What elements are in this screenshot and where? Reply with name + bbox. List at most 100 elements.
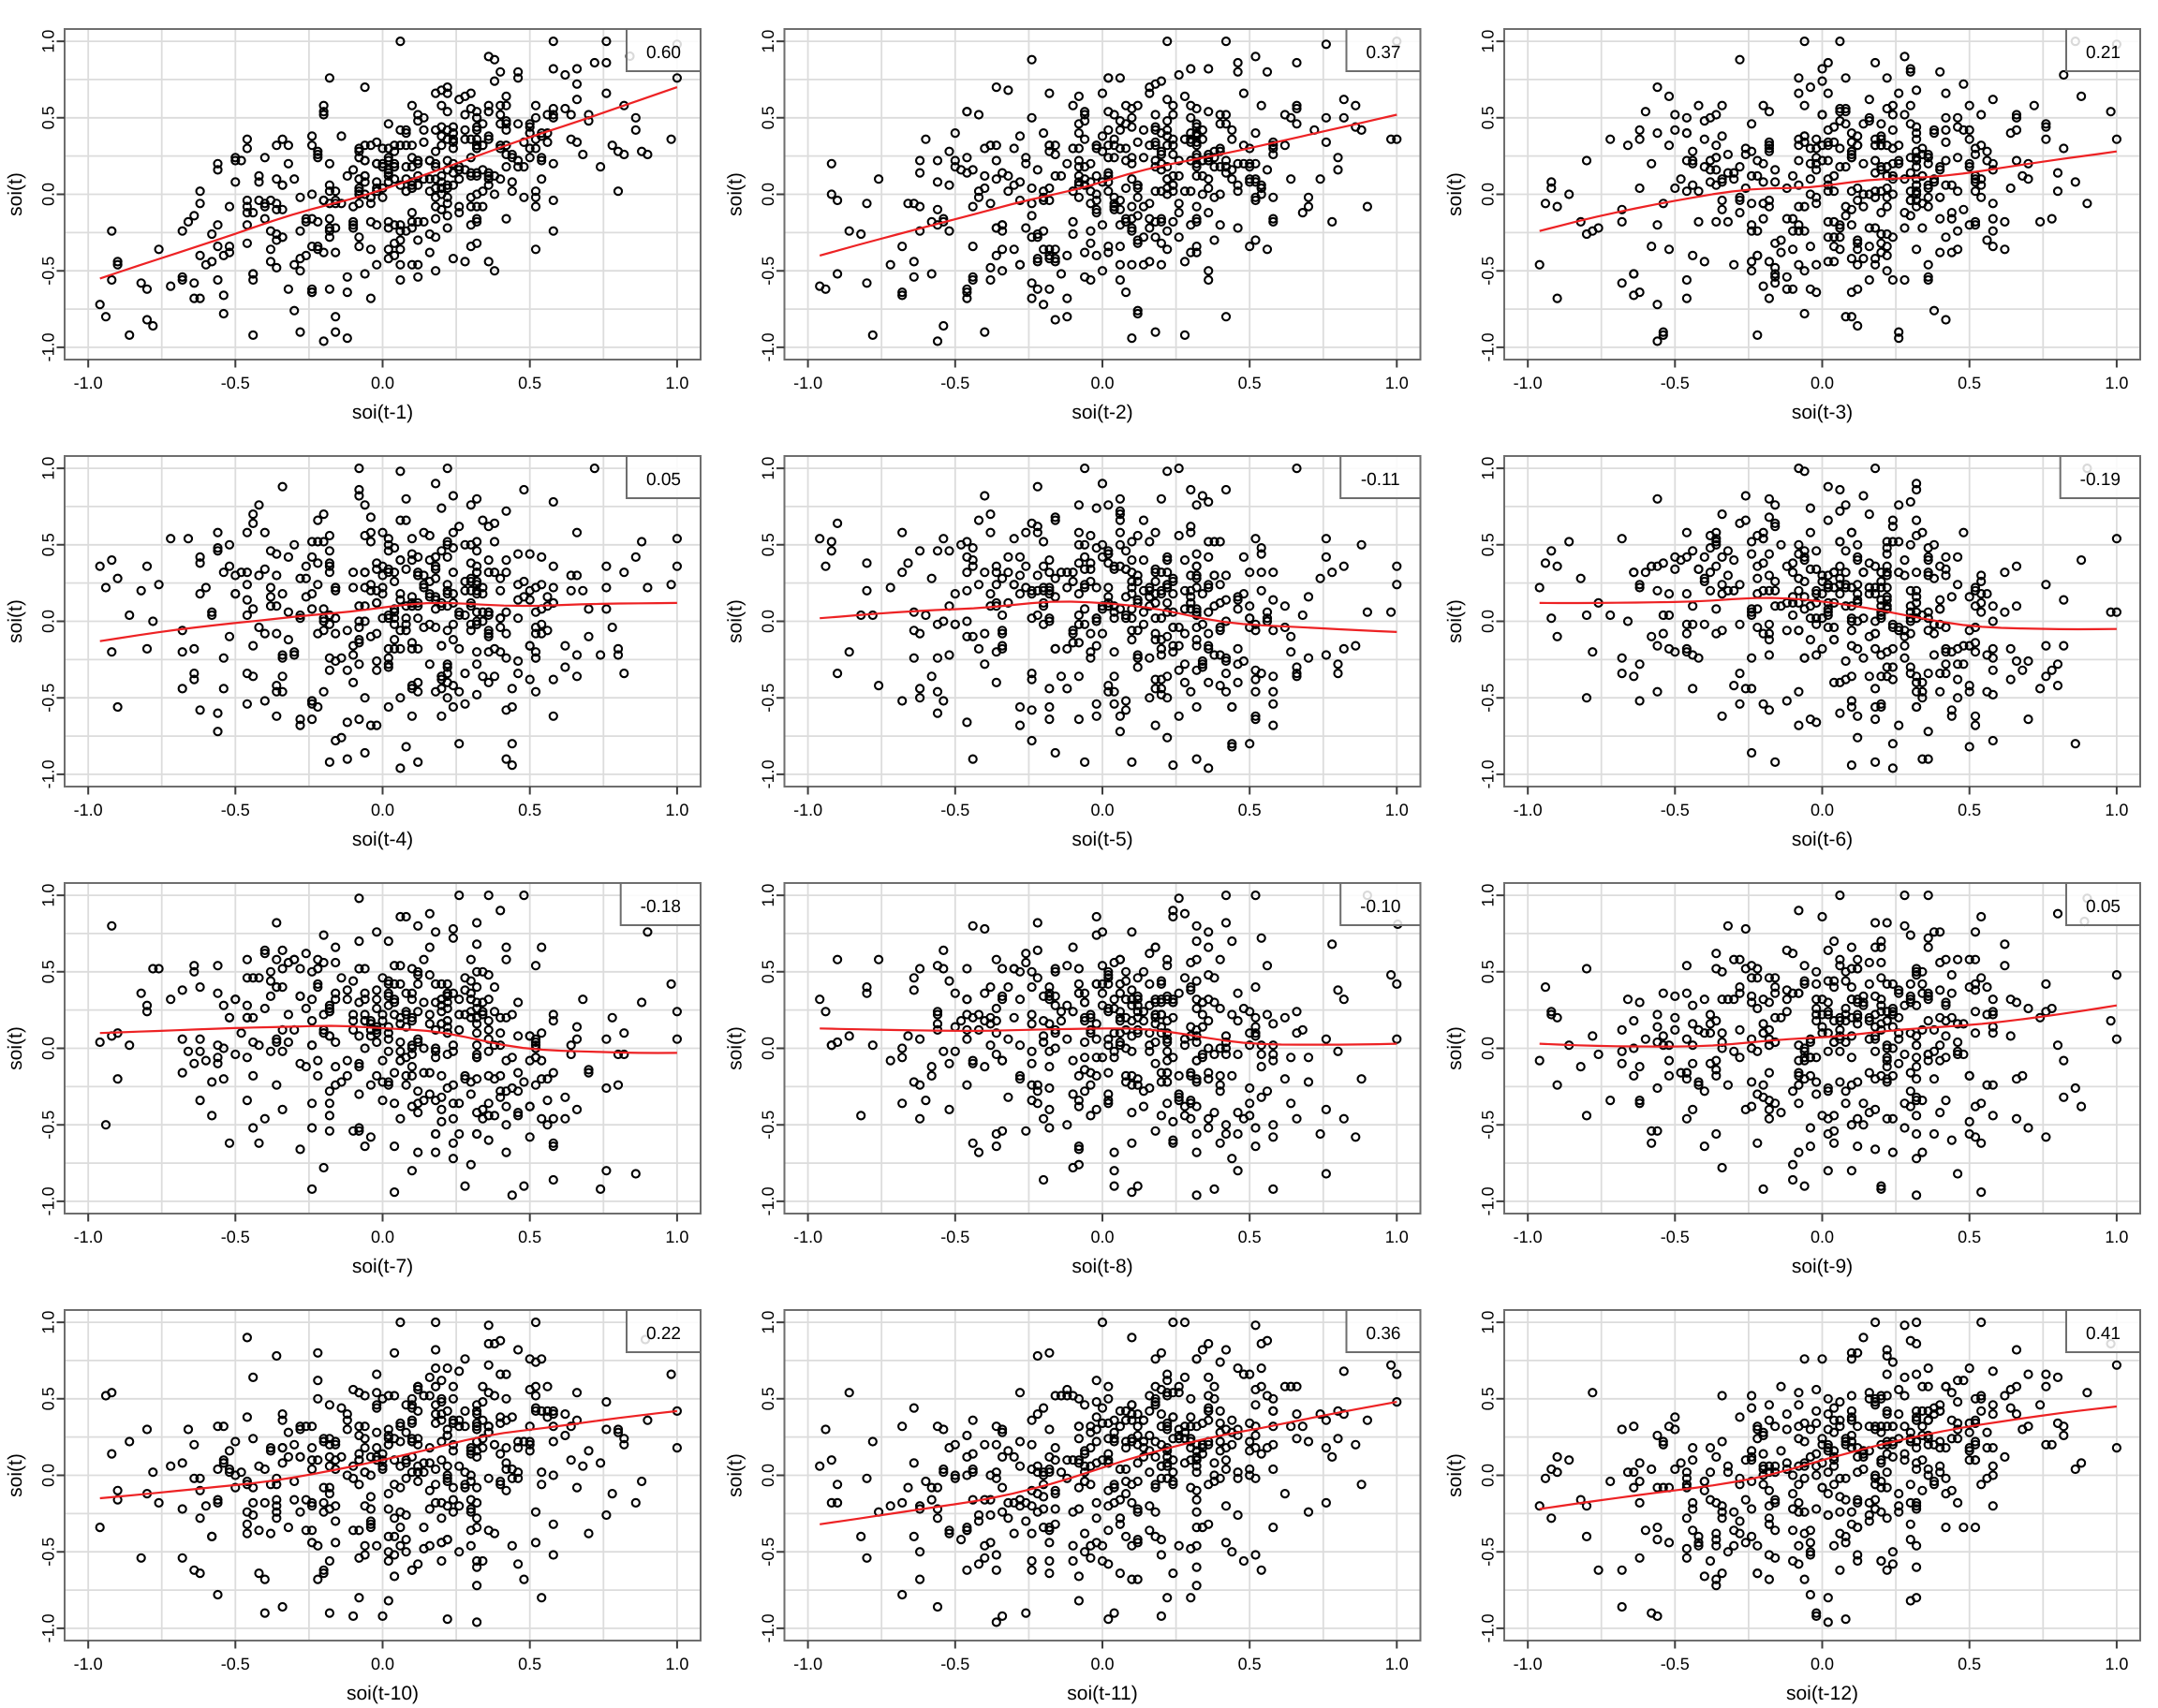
svg-text:soi(t-2): soi(t-2) [1072,402,1132,423]
svg-text:0.0: 0.0 [1811,1228,1834,1246]
svg-text:soi(t): soi(t) [5,1026,26,1070]
svg-text:soi(t): soi(t) [5,1453,26,1497]
svg-text:0.05: 0.05 [646,470,681,490]
svg-text:1.0: 1.0 [1385,801,1409,819]
svg-text:1.0: 1.0 [39,1311,58,1334]
svg-text:-0.5: -0.5 [940,1228,969,1246]
svg-text:0.0: 0.0 [759,183,777,206]
svg-text:1.0: 1.0 [39,884,58,907]
svg-text:-0.5: -0.5 [39,1538,58,1567]
svg-text:-1.0: -1.0 [1514,1655,1543,1673]
svg-text:-1.0: -1.0 [793,801,822,819]
svg-text:1.0: 1.0 [39,457,58,480]
svg-text:0.5: 0.5 [1958,1228,1981,1246]
svg-text:0.0: 0.0 [1811,374,1834,392]
svg-text:-1.0: -1.0 [39,1613,58,1642]
svg-text:0.5: 0.5 [39,1387,58,1410]
svg-text:0.36: 0.36 [1367,1324,1401,1344]
svg-text:soi(t-5): soi(t-5) [1072,829,1132,850]
svg-text:-0.5: -0.5 [1661,801,1690,819]
svg-text:0.5: 0.5 [759,533,777,556]
svg-text:-1.0: -1.0 [74,374,103,392]
svg-text:0.0: 0.0 [371,1228,394,1246]
svg-text:-0.18: -0.18 [641,897,681,917]
svg-text:-0.5: -0.5 [39,1111,58,1140]
svg-text:-0.5: -0.5 [940,374,969,392]
svg-text:-0.5: -0.5 [759,1111,777,1140]
svg-text:-1.0: -1.0 [1514,374,1543,392]
svg-text:-1.0: -1.0 [39,1186,58,1215]
svg-text:0.5: 0.5 [1238,801,1262,819]
svg-text:0.0: 0.0 [371,1655,394,1673]
svg-text:0.0: 0.0 [39,1037,58,1060]
svg-text:-0.5: -0.5 [1661,374,1690,392]
svg-text:0.0: 0.0 [1479,1037,1498,1060]
svg-text:-0.5: -0.5 [759,1538,777,1567]
svg-text:-0.5: -0.5 [1479,1111,1498,1140]
svg-text:0.0: 0.0 [39,1464,58,1487]
svg-text:soi(t-11): soi(t-11) [1067,1683,1137,1704]
svg-text:0.5: 0.5 [1958,801,1981,819]
svg-text:0.0: 0.0 [759,610,777,633]
svg-text:0.0: 0.0 [759,1037,777,1060]
svg-text:0.5: 0.5 [1958,374,1981,392]
svg-text:1.0: 1.0 [2105,1655,2128,1673]
svg-text:-1.0: -1.0 [1514,1228,1543,1246]
svg-text:-1.0: -1.0 [793,1655,822,1673]
svg-text:-1.0: -1.0 [759,1186,777,1215]
svg-text:0.05: 0.05 [2086,897,2121,917]
svg-text:0.0: 0.0 [1479,610,1498,633]
svg-text:soi(t-1): soi(t-1) [352,402,413,423]
svg-text:0.5: 0.5 [518,374,541,392]
svg-text:soi(t): soi(t) [725,1026,746,1070]
svg-text:1.0: 1.0 [2105,1228,2128,1246]
svg-text:0.0: 0.0 [1090,1228,1114,1246]
svg-text:-1.0: -1.0 [1479,1613,1498,1642]
svg-text:1.0: 1.0 [665,1228,688,1246]
svg-text:soi(t-7): soi(t-7) [352,1256,413,1277]
svg-text:0.5: 0.5 [1238,1228,1262,1246]
svg-text:-1.0: -1.0 [1479,1186,1498,1215]
svg-text:-1.0: -1.0 [1479,759,1498,788]
svg-text:1.0: 1.0 [759,457,777,480]
svg-text:1.0: 1.0 [665,801,688,819]
svg-text:0.0: 0.0 [1811,1655,1834,1673]
svg-text:0.5: 0.5 [518,801,541,819]
svg-text:0.5: 0.5 [1958,1655,1981,1673]
svg-text:soi(t): soi(t) [1444,172,1466,216]
svg-text:0.0: 0.0 [1479,183,1498,206]
svg-text:0.22: 0.22 [646,1324,681,1344]
svg-text:-1.0: -1.0 [759,759,777,788]
svg-text:0.5: 0.5 [1479,960,1498,983]
svg-text:-0.10: -0.10 [1360,897,1400,917]
svg-text:1.0: 1.0 [1479,1311,1498,1334]
svg-text:0.0: 0.0 [371,374,394,392]
svg-text:soi(t-10): soi(t-10) [347,1683,419,1704]
svg-text:0.5: 0.5 [1479,533,1498,556]
svg-text:0.5: 0.5 [39,533,58,556]
svg-text:0.0: 0.0 [1090,801,1114,819]
svg-text:-0.5: -0.5 [940,1655,969,1673]
svg-text:-0.5: -0.5 [1479,1538,1498,1567]
svg-text:-1.0: -1.0 [759,1613,777,1642]
svg-text:-0.5: -0.5 [1479,684,1498,713]
svg-text:soi(t-9): soi(t-9) [1792,1256,1853,1277]
svg-text:-1.0: -1.0 [793,1228,822,1246]
svg-text:soi(t): soi(t) [1444,599,1466,643]
svg-text:0.0: 0.0 [39,183,58,206]
svg-text:0.37: 0.37 [1367,43,1401,63]
svg-text:soi(t-8): soi(t-8) [1072,1256,1132,1277]
svg-text:0.0: 0.0 [1811,801,1834,819]
svg-text:-0.5: -0.5 [759,257,777,286]
svg-text:-0.5: -0.5 [1661,1228,1690,1246]
svg-text:-1.0: -1.0 [1514,801,1543,819]
svg-text:soi(t): soi(t) [725,599,746,643]
svg-text:-0.5: -0.5 [221,1655,250,1673]
svg-text:-0.5: -0.5 [221,801,250,819]
svg-text:-1.0: -1.0 [1479,332,1498,361]
svg-text:soi(t): soi(t) [5,172,26,216]
svg-text:0.60: 0.60 [646,43,681,63]
svg-text:0.0: 0.0 [371,801,394,819]
svg-text:soi(t): soi(t) [1444,1453,1466,1497]
svg-text:-1.0: -1.0 [39,332,58,361]
